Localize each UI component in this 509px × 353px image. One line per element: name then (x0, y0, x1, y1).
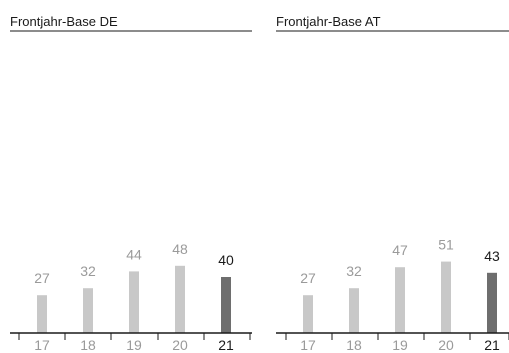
tick-label-21: 21 (484, 337, 500, 353)
chart-title: Frontjahr-Base DE (10, 14, 118, 29)
value-label-17: 27 (300, 270, 316, 286)
chart-panel-at: Frontjahr-Base AT 27 32 47 51 43 17 18 19 20 21 (276, 14, 509, 353)
bar-21 (487, 272, 497, 333)
bars-group: 27 32 44 48 40 (34, 241, 234, 333)
x-axis-ticks: 17 18 19 20 21 (285, 333, 509, 353)
bar-17 (303, 295, 313, 333)
tick-label-19: 19 (392, 337, 408, 353)
value-label-21: 40 (218, 252, 234, 268)
tick-label-19: 19 (126, 337, 142, 353)
value-label-19: 47 (392, 242, 408, 258)
value-label-20: 51 (438, 237, 454, 253)
chart-panel-de: Frontjahr-Base DE 27 32 44 48 40 17 18 19 20 21 (10, 14, 252, 353)
bar-21 (221, 277, 231, 333)
value-label-19: 44 (126, 246, 142, 262)
tick-label-17: 17 (300, 337, 316, 353)
bar-19 (129, 271, 139, 333)
chart-title: Frontjahr-Base AT (276, 14, 381, 29)
value-label-17: 27 (34, 270, 50, 286)
bar-19 (395, 267, 405, 333)
value-label-21: 43 (484, 248, 500, 264)
value-label-18: 32 (346, 263, 362, 279)
tick-label-21: 21 (218, 337, 234, 353)
bar-20 (441, 261, 451, 333)
tick-label-17: 17 (34, 337, 50, 353)
bar-20 (175, 265, 185, 333)
value-label-20: 48 (172, 241, 188, 257)
tick-label-20: 20 (438, 337, 454, 353)
bar-17 (37, 295, 47, 333)
tick-label-18: 18 (80, 337, 96, 353)
bars-group: 27 32 47 51 43 (300, 237, 500, 333)
x-axis-ticks: 17 18 19 20 21 (18, 333, 251, 353)
bar-18 (83, 288, 93, 333)
value-label-18: 32 (80, 263, 96, 279)
tick-label-20: 20 (172, 337, 188, 353)
tick-label-18: 18 (346, 337, 362, 353)
bar-18 (349, 288, 359, 333)
